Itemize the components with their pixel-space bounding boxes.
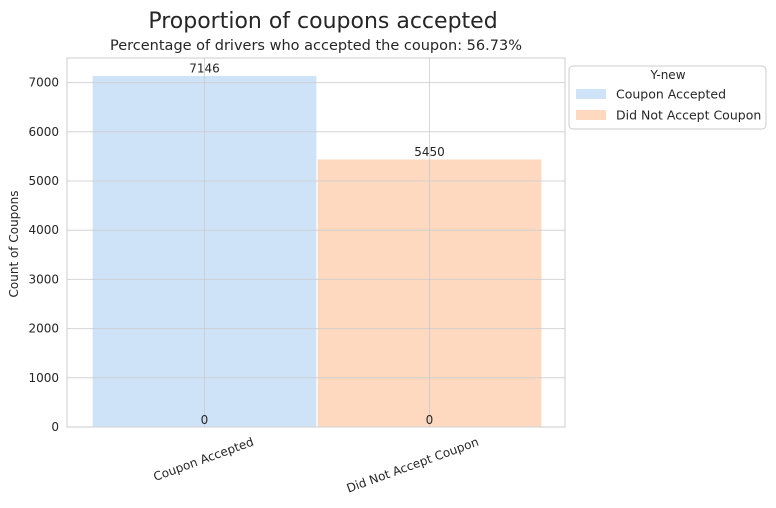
data-label: 5450 [414,145,445,159]
legend-entry-label: Did Not Accept Coupon [616,108,761,123]
data-label: 7146 [189,61,220,75]
y-tick-label: 1000 [28,371,59,385]
legend-swatch [576,110,606,120]
data-label: 0 [426,413,434,427]
x-tick-label: Coupon Accepted [151,435,255,484]
y-tick-label: 3000 [28,272,59,286]
y-tick-label: 2000 [28,322,59,336]
plot-frame [66,57,566,428]
y-tick-label: 7000 [28,76,59,90]
data-label: 0 [201,413,209,427]
legend-swatch [576,89,606,99]
bars [91,74,543,428]
legend-box [568,65,767,130]
x-axis-ticks: Coupon Accepted Did Not Accept Coupon [151,435,480,496]
gridlines [67,58,565,428]
y-tick-label: 6000 [28,125,59,139]
y-axis-ticks: 0 1000 2000 3000 4000 5000 6000 7000 [28,76,59,434]
chart-subtitle: Percentage of drivers who accepted the c… [110,38,522,54]
y-tick-label: 0 [51,420,59,434]
x-tick-label: Did Not Accept Coupon [345,435,481,496]
legend-entry-label: Coupon Accepted [616,87,726,102]
legend-title: Y-new [649,68,685,82]
chart-title: Proportion of coupons accepted [148,9,497,34]
y-tick-label: 5000 [28,174,59,188]
data-labels: 7146 0 0 5450 [189,61,445,427]
legend: Y-new Coupon Accepted Did Not Accept Coup… [568,65,767,130]
y-tick-label: 4000 [28,223,59,237]
y-axis-label: Count of Coupons [7,191,21,298]
